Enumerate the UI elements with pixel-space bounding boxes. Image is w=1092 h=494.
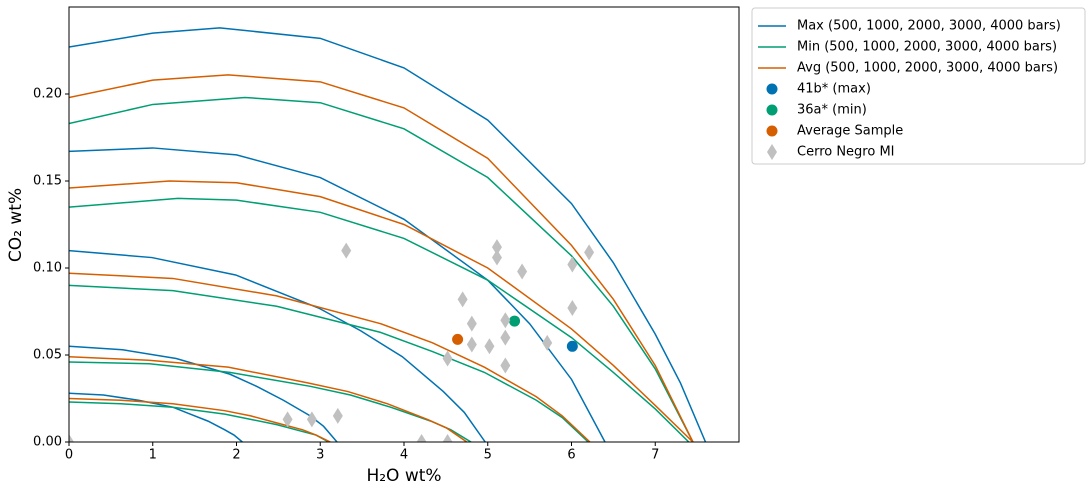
diamond-marker bbox=[466, 315, 477, 332]
diamond-marker bbox=[332, 407, 343, 424]
legend-box bbox=[751, 7, 1086, 165]
legend-label: Average Sample bbox=[797, 124, 903, 139]
diamond-marker bbox=[442, 350, 453, 367]
diamond-marker bbox=[69, 434, 74, 442]
diamond-marker bbox=[584, 244, 595, 261]
y-tick-label: 0.05 bbox=[33, 348, 62, 363]
legend-label: 41b* (max) bbox=[797, 82, 871, 97]
diamond-marker bbox=[517, 263, 528, 280]
diamond-marker bbox=[500, 312, 511, 329]
plot-area bbox=[69, 27, 707, 442]
isobar-line bbox=[69, 27, 707, 442]
x-tick-label: 6 bbox=[567, 448, 575, 463]
diamond-marker bbox=[500, 357, 511, 374]
legend-label: Min (500, 1000, 2000, 3000, 4000 bars) bbox=[797, 40, 1057, 55]
legend-label: Max (500, 1000, 2000, 3000, 4000 bars) bbox=[797, 19, 1061, 34]
diamond-marker bbox=[491, 239, 502, 256]
legend-label: Avg (500, 1000, 2000, 3000, 4000 bars) bbox=[797, 61, 1058, 76]
circle-marker bbox=[766, 83, 778, 95]
x-tick-label: 3 bbox=[316, 448, 324, 463]
x-tick-label: 1 bbox=[149, 448, 157, 463]
diamond-marker bbox=[567, 256, 578, 273]
y-axis-label: CO₂ wt% bbox=[6, 188, 26, 262]
diamond-marker bbox=[466, 336, 477, 353]
diamond-marker bbox=[491, 249, 502, 266]
y-tick-label: 0.20 bbox=[33, 87, 62, 102]
diamond-marker bbox=[282, 411, 293, 428]
x-tick-label: 4 bbox=[400, 448, 408, 463]
diamond-marker bbox=[767, 144, 777, 160]
x-tick-label: 5 bbox=[484, 448, 492, 463]
legend-label: Cerro Negro MI bbox=[797, 145, 895, 160]
diamond-marker bbox=[442, 434, 453, 442]
x-axis-label: H₂O wt% bbox=[366, 466, 441, 486]
x-tick-label: 7 bbox=[651, 448, 659, 463]
diamond-marker bbox=[341, 242, 352, 259]
circle-marker bbox=[452, 333, 464, 345]
diamond-marker bbox=[542, 334, 553, 351]
y-tick-label: 0.10 bbox=[33, 261, 62, 276]
y-tick-label: 0.00 bbox=[33, 435, 62, 450]
plot-frame bbox=[68, 6, 740, 443]
isobar-line bbox=[69, 74, 694, 442]
diamond-marker bbox=[306, 411, 317, 428]
x-tick-label: 2 bbox=[232, 448, 240, 463]
circle-marker bbox=[509, 315, 521, 327]
circle-marker bbox=[766, 104, 778, 116]
diamond-marker bbox=[567, 300, 578, 317]
y-tick-label: 0.15 bbox=[33, 174, 62, 189]
legend: Max (500, 1000, 2000, 3000, 4000 bars) Mi… bbox=[751, 7, 1086, 165]
isobar-line bbox=[69, 96, 694, 442]
circle-marker bbox=[766, 125, 778, 137]
circle-marker bbox=[566, 340, 578, 352]
diamond-marker bbox=[416, 434, 427, 442]
diamond-marker bbox=[484, 338, 495, 355]
legend-label: 36a* (min) bbox=[797, 103, 867, 118]
x-tick-label: 0 bbox=[65, 448, 73, 463]
diamond-marker bbox=[500, 329, 511, 346]
diamond-marker bbox=[457, 291, 468, 308]
